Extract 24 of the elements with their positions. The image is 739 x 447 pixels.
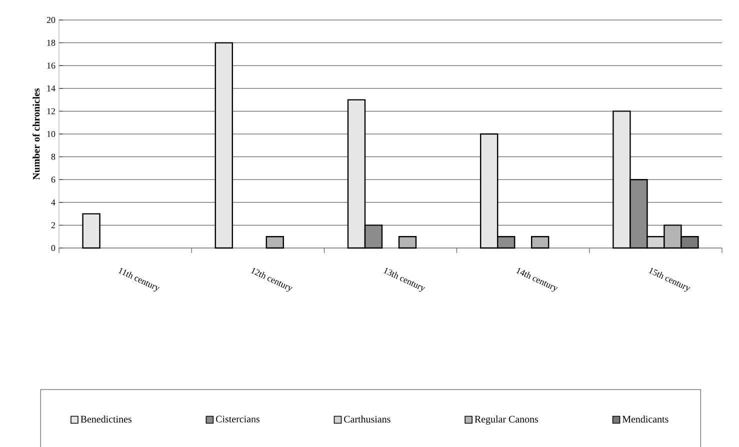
y-tick-label: 10 xyxy=(47,130,56,138)
legend-label: Mendicants xyxy=(622,416,668,423)
x-tick-label: 15th century xyxy=(648,268,690,292)
bar xyxy=(531,236,550,249)
y-tick-label: 6 xyxy=(51,176,56,183)
x-tick-label: 12th century xyxy=(250,268,293,292)
y-axis-title: Number of chronicles xyxy=(32,88,40,180)
bar xyxy=(398,236,417,249)
y-tick-label: 14 xyxy=(47,85,56,92)
y-tick-label: 0 xyxy=(51,244,56,252)
y-tick-label: 8 xyxy=(51,154,56,160)
legend-label: Benedictines xyxy=(80,416,132,423)
legend-label: Cistercians xyxy=(216,416,260,422)
y-tick-label: 4 xyxy=(51,199,56,206)
y-tick-label: 2 xyxy=(51,222,55,228)
y-tick-label: 20 xyxy=(46,16,56,24)
legend-label: Regular Canons xyxy=(474,416,538,425)
x-tick-label: 13th century xyxy=(383,268,426,292)
legend-label: Carthusians xyxy=(344,416,390,423)
y-tick-label: 18 xyxy=(47,40,56,46)
y-tick-label: 12 xyxy=(47,108,55,114)
x-tick-label: 14th century xyxy=(516,268,558,292)
y-tick-label: 16 xyxy=(47,62,56,69)
bar xyxy=(266,236,284,249)
